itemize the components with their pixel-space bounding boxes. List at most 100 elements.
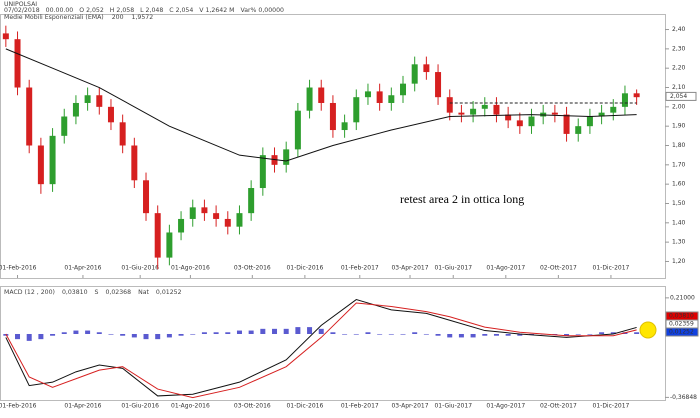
histogram-bar <box>599 332 605 334</box>
candle-body <box>318 87 325 103</box>
x-tick-label: 01-Apr-2016 <box>64 403 101 410</box>
histogram-bar <box>564 333 570 336</box>
candle-body <box>505 114 512 121</box>
histogram-bar <box>400 333 406 335</box>
histogram-bar <box>190 333 196 335</box>
histogram-bar <box>330 332 336 334</box>
price-frame <box>0 14 666 279</box>
candle-body <box>72 102 79 117</box>
histogram-bar <box>166 333 172 338</box>
histogram-bar <box>248 330 254 334</box>
candle-body <box>61 116 68 136</box>
histogram-bar <box>575 333 581 335</box>
histogram-bar <box>73 330 79 334</box>
x-tick-label: 01-Apr-2016 <box>64 265 101 272</box>
axis-value-label: 0,02359 <box>669 321 694 328</box>
histogram-bar <box>318 328 324 334</box>
histogram-bar <box>272 328 278 334</box>
histogram-bar <box>342 333 348 335</box>
candle-body <box>166 232 173 258</box>
histogram-bar <box>236 330 242 334</box>
histogram-bar <box>365 332 371 334</box>
candle-body <box>411 64 418 84</box>
header-field: Var% 0,00000 <box>240 7 284 14</box>
header-field: 00.00.00 <box>46 7 74 14</box>
histogram-bar <box>412 332 418 334</box>
candle-body <box>26 87 33 146</box>
x-tick-label: 01-Ago-2016 <box>171 403 210 410</box>
candle-body <box>259 155 266 189</box>
histogram-bar <box>108 333 114 335</box>
ema-line <box>5 48 637 162</box>
candle-body <box>621 93 628 107</box>
candle-body <box>586 116 593 127</box>
candle-body <box>435 72 442 98</box>
candle-body <box>493 104 500 115</box>
candle-body <box>143 180 150 214</box>
histogram-bar <box>96 332 102 334</box>
indicator-field: 1,9572 <box>132 14 154 21</box>
last-price-box <box>665 91 697 101</box>
histogram-bar <box>470 333 476 338</box>
histogram-bar <box>260 328 266 334</box>
candle-body <box>353 97 360 123</box>
x-tick-label: 01-Giu-2017 <box>434 403 472 410</box>
x-tick-label: 01-Giu-2016 <box>121 403 159 410</box>
histogram-bar <box>529 333 535 335</box>
chart-title: UNIPOLSAI <box>4 1 37 8</box>
candle-body <box>633 93 640 98</box>
indicator-field: 200 <box>112 14 124 21</box>
x-tick-label: 01-Feb-2016 <box>0 403 37 410</box>
candle-body <box>49 135 56 185</box>
candle-body <box>598 112 605 117</box>
x-tick-label: 01-Dic-2017 <box>593 403 630 410</box>
candle-body <box>201 207 208 214</box>
candle-body <box>306 87 313 111</box>
y-tick-label: 1,20 <box>672 258 686 265</box>
histogram-bar <box>353 333 359 335</box>
histogram-bar <box>587 333 593 335</box>
candle-body <box>446 97 453 113</box>
histogram-bar <box>388 333 394 335</box>
candle-body <box>189 207 196 219</box>
header-field: L 2,048 <box>140 7 163 14</box>
candle-body <box>528 116 535 127</box>
histogram-bar <box>435 333 441 336</box>
candle-body <box>341 122 348 131</box>
histogram-bar <box>61 332 67 334</box>
header-field: 07/02/2018 <box>4 7 40 14</box>
histogram-bar <box>552 333 558 335</box>
x-tick-label: 01-Feb-2016 <box>0 265 37 272</box>
histogram-bar <box>458 333 464 338</box>
indicator-field: Medie Mobili Esponenziali (EMA) <box>4 14 104 21</box>
y-tick-label: 1,40 <box>672 219 686 226</box>
axis-value-label: 0,01252 <box>669 329 694 336</box>
histogram-bar <box>634 332 640 334</box>
candle-body <box>154 213 161 258</box>
histogram-bar <box>178 333 184 336</box>
histogram-bar <box>377 333 383 335</box>
candle-body <box>470 108 477 115</box>
histogram-bar <box>85 330 91 334</box>
macd-header-field: Nat <box>138 289 149 296</box>
candle-body <box>248 188 255 214</box>
histogram-bar <box>283 328 289 334</box>
candle-body <box>2 33 9 40</box>
macd-header-field: 0,02368 <box>105 289 131 296</box>
header-field: C 2,054 <box>169 7 193 14</box>
candle-body <box>224 218 231 227</box>
candle-body <box>400 83 407 96</box>
x-tick-label: 01-Giu-2017 <box>434 265 472 272</box>
histogram-bar <box>38 333 44 340</box>
header-field: H 2,058 <box>110 7 134 14</box>
y-tick-label: -0,36848 <box>670 394 697 401</box>
y-tick-label: 1,50 <box>672 200 686 207</box>
candle-body <box>423 64 430 73</box>
macd-header-field: 0,03810 <box>62 289 88 296</box>
macd-line <box>5 302 637 399</box>
histogram-bar <box>213 332 219 334</box>
x-tick-label: 03-Ott-2016 <box>234 403 271 410</box>
x-tick-label: 01-Ago-2017 <box>486 265 525 272</box>
